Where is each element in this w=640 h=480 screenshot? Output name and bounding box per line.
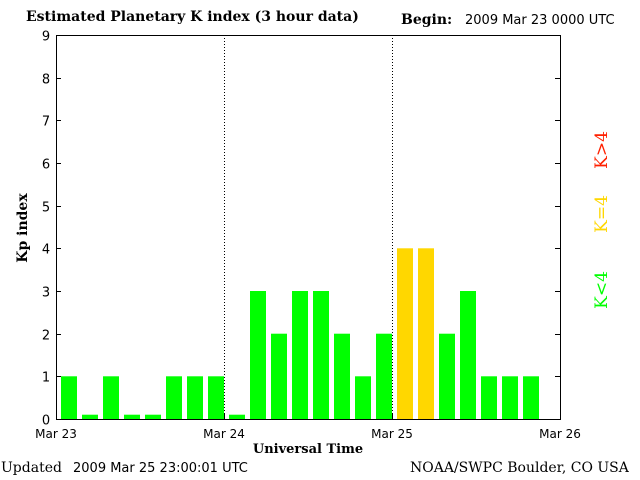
x-axis: Mar 23 Mar 24 Mar 25 Mar 26 bbox=[35, 414, 581, 441]
day-dividers bbox=[224, 35, 393, 419]
kp-bar bbox=[376, 333, 392, 419]
kp-bar bbox=[103, 376, 119, 419]
kp-bar bbox=[355, 376, 371, 419]
x-tick-label: Mar 26 bbox=[539, 427, 581, 441]
kp-bar bbox=[187, 376, 203, 419]
kp-bar bbox=[82, 414, 98, 419]
kp-bar bbox=[145, 414, 161, 419]
kp-bar bbox=[460, 291, 476, 419]
kp-bar bbox=[208, 376, 224, 419]
kp-bar bbox=[439, 333, 455, 419]
bars-layer bbox=[61, 248, 539, 419]
y-tick-label: 9 bbox=[42, 30, 50, 45]
x-tick-label: Mar 24 bbox=[203, 427, 245, 441]
legend: K<4 K=4 K>4 bbox=[592, 131, 612, 309]
y-tick-label: 1 bbox=[42, 371, 50, 386]
updated-value: 2009 Mar 25 23:00:01 UTC bbox=[73, 461, 248, 476]
y-tick-label: 3 bbox=[42, 286, 50, 301]
y-tick-label: 4 bbox=[42, 243, 50, 258]
kp-bar bbox=[313, 291, 329, 419]
y-axis-label: Kp index bbox=[15, 193, 31, 263]
kp-bar bbox=[418, 248, 434, 419]
kp-bar bbox=[292, 291, 308, 419]
kp-bar bbox=[523, 376, 539, 419]
legend-item-label: K=4 bbox=[592, 195, 612, 233]
begin-label: Begin: bbox=[401, 12, 453, 28]
kp-bar bbox=[229, 414, 245, 419]
kp-bar bbox=[397, 248, 413, 419]
y-tick-label: 2 bbox=[42, 329, 50, 344]
x-axis-label: Universal Time bbox=[253, 442, 363, 457]
chart-title: Estimated Planetary K index (3 hour data… bbox=[26, 9, 359, 25]
kp-bar bbox=[271, 333, 287, 419]
y-tick-label: 6 bbox=[42, 158, 50, 173]
y-tick-label: 7 bbox=[42, 115, 50, 130]
kp-bar bbox=[502, 376, 518, 419]
kp-bar bbox=[334, 333, 350, 419]
y-tick-label: 8 bbox=[42, 73, 50, 88]
x-tick-label: Mar 23 bbox=[35, 427, 77, 441]
kp-bar bbox=[250, 291, 266, 419]
kp-bar bbox=[124, 414, 140, 419]
legend-item-label: K>4 bbox=[592, 131, 612, 169]
updated-label: Updated bbox=[1, 460, 62, 476]
x-tick-label: Mar 25 bbox=[371, 427, 413, 441]
y-tick-label: 5 bbox=[42, 201, 50, 216]
kp-bar bbox=[166, 376, 182, 419]
kp-bar bbox=[61, 376, 77, 419]
plot-frame bbox=[56, 35, 561, 420]
kp-bar bbox=[481, 376, 497, 419]
legend-item-label: K<4 bbox=[592, 271, 612, 309]
source-credit: NOAA/SWPC Boulder, CO USA bbox=[410, 460, 629, 476]
y-axis: 0 1 2 3 4 5 6 7 8 9 bbox=[42, 30, 560, 429]
y-tick-label: 0 bbox=[42, 414, 50, 429]
begin-value: 2009 Mar 23 0000 UTC bbox=[465, 13, 615, 28]
